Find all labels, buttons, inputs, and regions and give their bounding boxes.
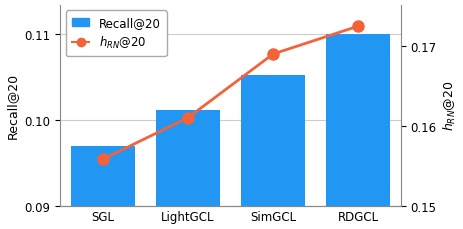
- Y-axis label: Recall@20: Recall@20: [6, 73, 19, 139]
- Legend: Recall@20, $h_{RN}$@20: Recall@20, $h_{RN}$@20: [66, 11, 166, 57]
- Bar: [241, 75, 304, 229]
- Bar: [156, 110, 219, 229]
- Bar: [325, 35, 389, 229]
- Y-axis label: $h_{RN}$@20: $h_{RN}$@20: [441, 80, 457, 131]
- Bar: [70, 146, 134, 229]
